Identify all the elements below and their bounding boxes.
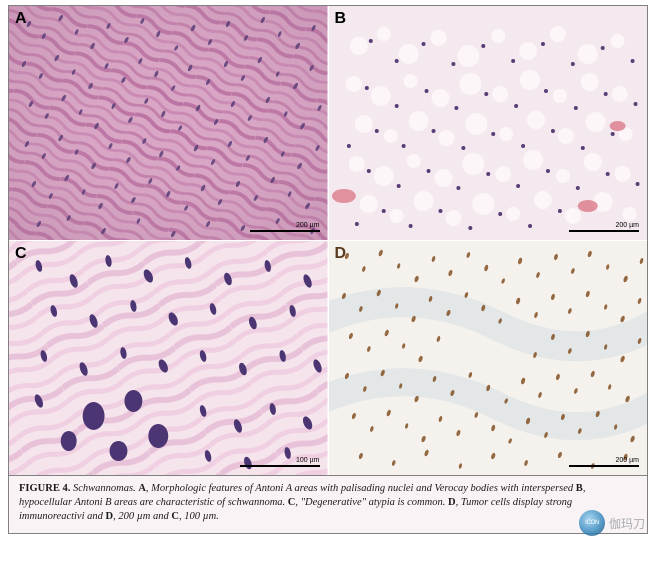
caption-tail-mid: , 200 µm and [113, 511, 171, 522]
panel-label-c: C [15, 245, 27, 263]
figure-number: FIGURE 4. [19, 483, 70, 494]
watermark-circle-text: ICON [585, 520, 599, 526]
scalebar-text-d: 200 µm [616, 457, 640, 464]
caption-lead-d: D [448, 497, 456, 508]
caption-tail-lead: and [85, 511, 106, 522]
panel-d: D 200 µm [329, 241, 648, 475]
panel-label-a: A [15, 10, 27, 28]
histology-image-b [329, 6, 648, 240]
caption-tail-d: D [106, 511, 114, 522]
histology-image-a [9, 6, 328, 240]
histology-image-d [329, 241, 648, 475]
histology-image-c [9, 241, 328, 475]
scalebar-b [569, 230, 639, 232]
panel-grid: A 200 µm [9, 6, 647, 475]
panel-a: A 200 µm [9, 6, 328, 240]
caption-text: FIGURE 4. Schwannomas. A, Morphologic fe… [19, 482, 637, 525]
caption-c: , "Degenerative" atypia is common. [295, 497, 448, 508]
caption-a: , Morphologic features of Antoni A areas… [146, 483, 576, 494]
scalebar-a [250, 230, 320, 232]
panel-b: B 200 µm [329, 6, 648, 240]
scalebar-c [240, 465, 320, 467]
scalebar-text-c: 100 µm [296, 457, 320, 464]
scalebar-text-a: 200 µm [296, 222, 320, 229]
scalebar-d [569, 465, 639, 467]
caption-lead-b: B [576, 483, 583, 494]
figure-container: A 200 µm [8, 5, 648, 534]
watermark: ICON 伽玛刀 [579, 510, 645, 536]
figure-subject: Schwannomas. [73, 483, 136, 494]
caption-tail-c: C [171, 511, 179, 522]
caption-tail-end: , 100 µm. [179, 511, 219, 522]
scalebar-text-b: 200 µm [616, 222, 640, 229]
watermark-label: 伽玛刀 [609, 515, 645, 532]
panel-c: C 100 µm [9, 241, 328, 475]
caption-lead-a: A [138, 483, 146, 494]
watermark-icon: ICON [579, 510, 605, 536]
figure-caption: FIGURE 4. Schwannomas. A, Morphologic fe… [9, 475, 647, 533]
panel-label-d: D [335, 245, 347, 263]
panel-label-b: B [335, 10, 347, 28]
